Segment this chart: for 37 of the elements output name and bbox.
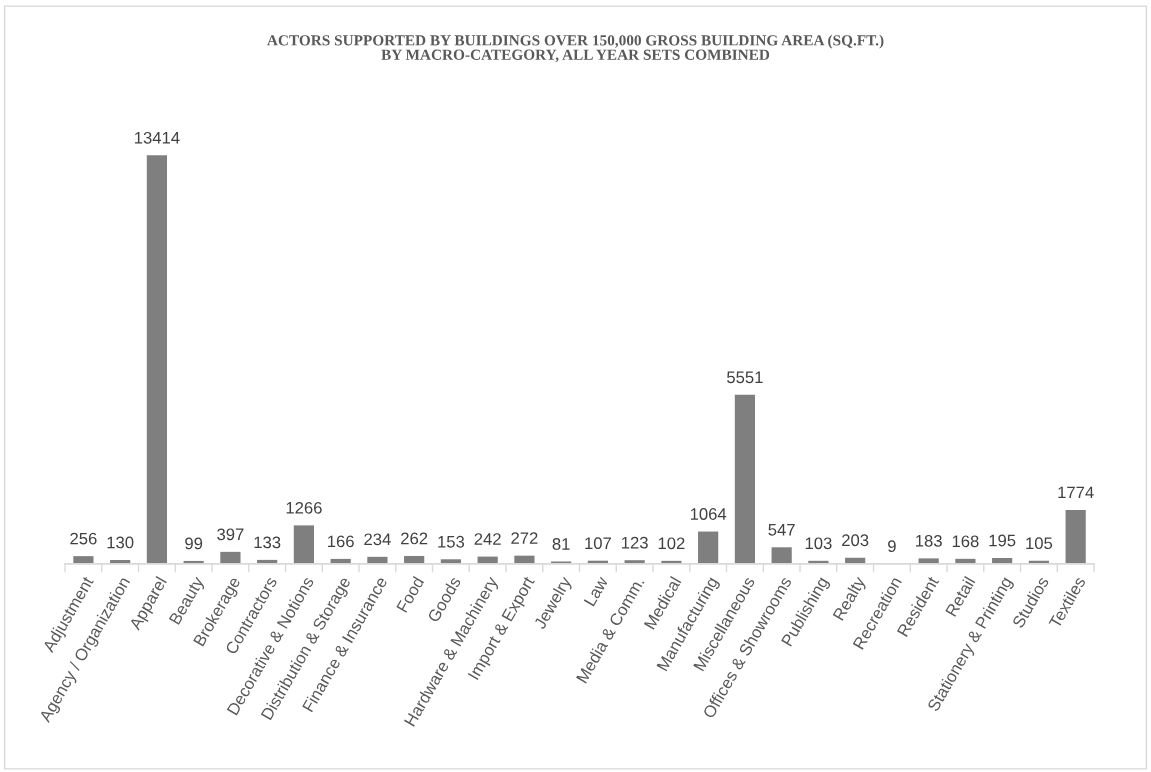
data-label: 130 xyxy=(107,536,134,549)
data-label: 262 xyxy=(401,532,428,545)
data-label: 397 xyxy=(217,528,244,541)
data-label: 195 xyxy=(989,534,1016,547)
bar xyxy=(293,525,315,564)
bar xyxy=(771,547,792,564)
data-label: 99 xyxy=(185,537,203,550)
data-label: 105 xyxy=(1026,537,1053,550)
bar xyxy=(734,394,756,564)
data-label: 547 xyxy=(768,524,795,536)
data-label: 153 xyxy=(438,535,465,548)
chart-title: ACTORS SUPPORTED BY BUILDINGS OVER 150,000 GROSS BUILDING AREA (SQ.FT.) BY MACRO-CATEGORY, ALL YEAR SETS COMBINED xyxy=(267,34,884,63)
data-label: 103 xyxy=(805,537,832,550)
bar xyxy=(698,531,719,564)
data-label: 5551 xyxy=(727,371,763,384)
bar xyxy=(73,556,94,564)
data-label: 133 xyxy=(254,536,281,549)
data-label: 9 xyxy=(888,540,896,553)
data-label: 272 xyxy=(511,532,538,544)
bar xyxy=(1065,509,1086,564)
data-label: 81 xyxy=(552,538,570,550)
data-label: 1774 xyxy=(1058,486,1094,499)
data-label: 256 xyxy=(70,532,97,545)
bar xyxy=(220,551,241,564)
data-label: 123 xyxy=(622,536,648,549)
data-label: 166 xyxy=(328,535,354,548)
data-label: 242 xyxy=(474,533,501,545)
data-label: 13414 xyxy=(135,131,180,144)
data-label: 168 xyxy=(952,535,979,548)
data-label: 183 xyxy=(916,534,942,547)
bar xyxy=(146,155,168,564)
data-label: 234 xyxy=(364,533,391,546)
data-label: 1266 xyxy=(286,501,322,514)
data-label: 102 xyxy=(658,537,685,550)
data-label: 203 xyxy=(842,534,869,547)
data-label: 1064 xyxy=(690,508,727,520)
data-label: 107 xyxy=(585,537,611,550)
